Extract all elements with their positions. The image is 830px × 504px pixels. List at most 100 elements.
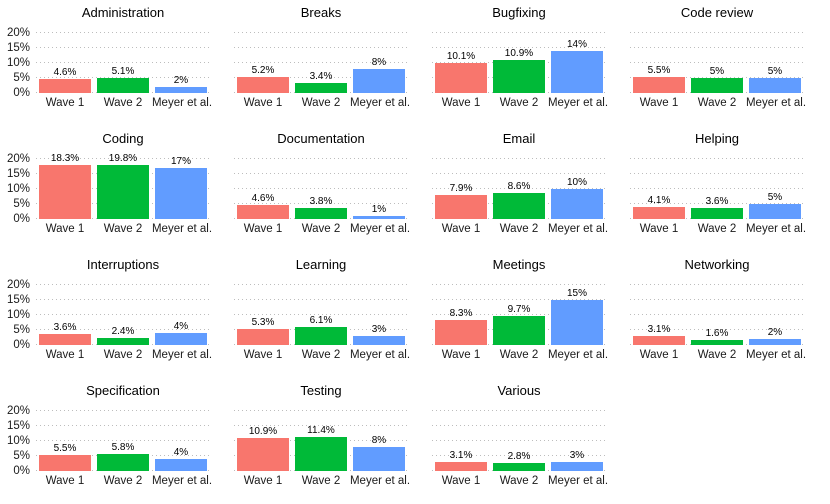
gridline-15pct [432, 425, 606, 426]
y-tick-label: 5% [13, 324, 30, 336]
x-tick-label: Wave 1 [243, 349, 283, 361]
bar-group-wave-1: 18.3% [36, 153, 94, 219]
x-tick-label: Wave 1 [441, 349, 481, 361]
gridline-5pct [234, 77, 408, 78]
gridline-10pct [234, 314, 408, 315]
y-tick-label: 0% [13, 339, 30, 351]
x-tick-label: Meyer et al. [151, 97, 213, 109]
bar [352, 69, 405, 93]
bar [154, 333, 207, 345]
gridline-20pct [432, 158, 606, 159]
gridline-10pct [234, 188, 408, 189]
gridline-10pct [432, 314, 606, 315]
facet-meetings: Meetings 8.3% 9.7% 15% Wave 1 Wave 2 Meyer et … [432, 252, 630, 378]
x-tick-label: Wave 2 [103, 475, 143, 487]
x-tick-label: Wave 2 [103, 349, 143, 361]
gridline-20pct [234, 158, 408, 159]
chart-panel: 5.3% 6.1% 3% [234, 279, 408, 345]
bar-group-wave-1: 3.6% [36, 279, 94, 345]
bar-group-wave-1: 8.3% [432, 279, 490, 345]
bar [38, 334, 91, 345]
bar [96, 165, 149, 219]
bar-group-wave-1: 7.9% [432, 153, 490, 219]
bar-group-meyer-et-al-: 10% [548, 153, 606, 219]
gridline-5pct [630, 203, 804, 204]
x-tick-label: Meyer et al. [349, 349, 411, 361]
bar-group-meyer-et-al-: 17% [152, 153, 210, 219]
chart-panel: 5.5% 5.8% 4% [36, 405, 210, 471]
bar-value-label: 5.5% [647, 64, 671, 76]
facet-title: Networking [684, 257, 750, 272]
chart-panel: 5.5% 5% 5% [630, 27, 804, 93]
x-tick-label: Wave 1 [45, 97, 85, 109]
bar-value-label: 10.9% [248, 426, 278, 438]
y-tick-label: 20% [6, 405, 30, 417]
y-tick-label: 10% [6, 57, 30, 69]
facet-title: Breaks [300, 5, 342, 20]
facet-documentation: Documentation 4.6% 3.8% 1% Wave 1 Wave 2 Meyer… [234, 126, 432, 252]
bar-group-wave-1: 3.1% [630, 279, 688, 345]
gridline-15pct [234, 173, 408, 174]
bar-group-wave-1: 4.6% [36, 27, 94, 93]
bar-value-label: 4.1% [647, 194, 671, 206]
y-tick-label: 15% [6, 294, 30, 306]
y-axis-labels: 20% 15% 10% 5% 0% [0, 126, 32, 252]
facet-administration: Administration 20% 15% 10% 5% 0% 4.6% 5.1% 2% Wav… [7, 0, 234, 126]
facet-interruptions: Interruptions 20% 15% 10% 5% 0% 3.6% 2.4% 4% Wave… [7, 252, 234, 378]
x-axis-labels: Wave 1 Wave 2 Meyer et al. [432, 474, 608, 488]
bar-group-meyer-et-al-: 3% [350, 279, 408, 345]
bar-value-label: 3.6% [53, 322, 77, 334]
bar [748, 78, 801, 93]
bar [154, 87, 207, 93]
bar [632, 335, 685, 345]
y-tick-label: 10% [6, 435, 30, 447]
facet-title: Documentation [277, 131, 365, 146]
bar [154, 459, 207, 471]
x-tick-label: Wave 2 [499, 97, 539, 109]
bar [550, 189, 603, 219]
bar-value-label: 5.1% [111, 65, 135, 77]
bars: 5.5% 5.8% 4% [36, 405, 210, 471]
gridline-15pct [432, 299, 606, 300]
y-tick-label: 5% [13, 450, 30, 462]
bar-group-wave-2: 3.8% [292, 153, 350, 219]
bar-group-wave-2: 2.8% [490, 405, 548, 471]
bar-group-wave-2: 11.4% [292, 405, 350, 471]
bar [690, 208, 743, 219]
facet-bugfixing: Bugfixing 10.1% 10.9% 14% Wave 1 Wave 2 Meyer … [432, 0, 630, 126]
y-tick-label: 10% [6, 183, 30, 195]
bar [236, 438, 289, 471]
gridline-20pct [234, 32, 408, 33]
bars: 4.6% 3.8% 1% [234, 153, 408, 219]
x-axis-labels: Wave 1 Wave 2 Meyer et al. [432, 348, 609, 362]
bar-group-meyer-et-al-: 8% [350, 405, 408, 471]
bar-value-label: 4% [173, 321, 189, 332]
gridline-20pct [36, 284, 210, 285]
bar [294, 436, 347, 471]
bar-value-label: 3.6% [705, 196, 729, 208]
bar-value-label: 5.2% [251, 65, 275, 77]
bar-value-label: 8% [371, 435, 387, 446]
bars: 3.6% 2.4% 4% [36, 279, 210, 345]
facet-title: Email [502, 131, 536, 146]
bar [434, 320, 487, 345]
bar-group-wave-1: 5.2% [234, 27, 292, 93]
bars: 10.9% 11.4% 8% [234, 405, 408, 471]
x-tick-label: Wave 1 [441, 475, 481, 487]
facet-title: Helping [694, 131, 740, 146]
bar-value-label: 18.3% [50, 153, 80, 164]
bars: 4.1% 3.6% 5% [630, 153, 804, 219]
bar [294, 82, 347, 93]
x-tick-label: Meyer et al. [547, 349, 609, 361]
x-tick-label: Meyer et al. [547, 97, 609, 109]
bar [352, 216, 405, 219]
bars: 18.3% 19.8% 17% [36, 153, 210, 219]
facet-specification: Specification 20% 15% 10% 5% 0% 5.5% 5.8% 4% Wave… [7, 378, 234, 504]
bar-group-meyer-et-al-: 2% [152, 27, 210, 93]
y-axis-labels: 20% 15% 10% 5% 0% [0, 252, 32, 378]
x-axis-labels: Wave 1 Wave 2 Meyer et al. [36, 222, 212, 236]
gridline-15pct [36, 299, 210, 300]
gridline-5pct [432, 455, 606, 456]
bar [632, 76, 685, 93]
